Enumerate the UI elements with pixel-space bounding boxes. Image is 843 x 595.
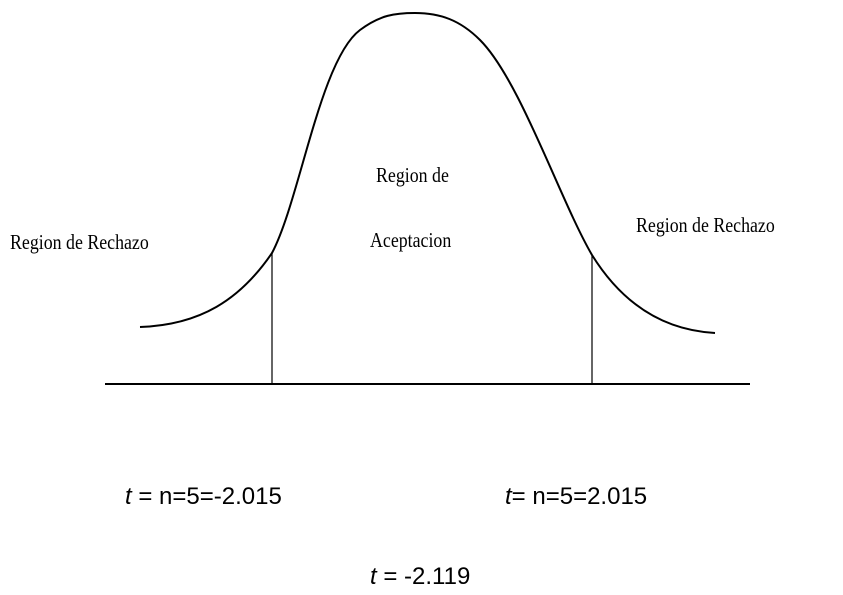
value-text: = -2.119 (376, 563, 471, 590)
variable: t (125, 483, 132, 510)
left-region-label: Region de Rechazo (10, 230, 149, 254)
center-region-label: Region de (376, 163, 449, 187)
center-region-label: Aceptacion (370, 228, 452, 252)
statistic: t = -2.119 (370, 563, 470, 591)
critical-value: t = n=5=-2.015 (125, 483, 282, 511)
right-region-label: Region de Rechazo (636, 213, 775, 237)
value-text: = n=5=-2.015 (131, 483, 282, 510)
variable: t (505, 483, 512, 510)
value-text: = n=5=2.015 (511, 483, 648, 510)
variable: t (370, 563, 377, 590)
critical-value: t= n=5=2.015 (505, 483, 647, 511)
